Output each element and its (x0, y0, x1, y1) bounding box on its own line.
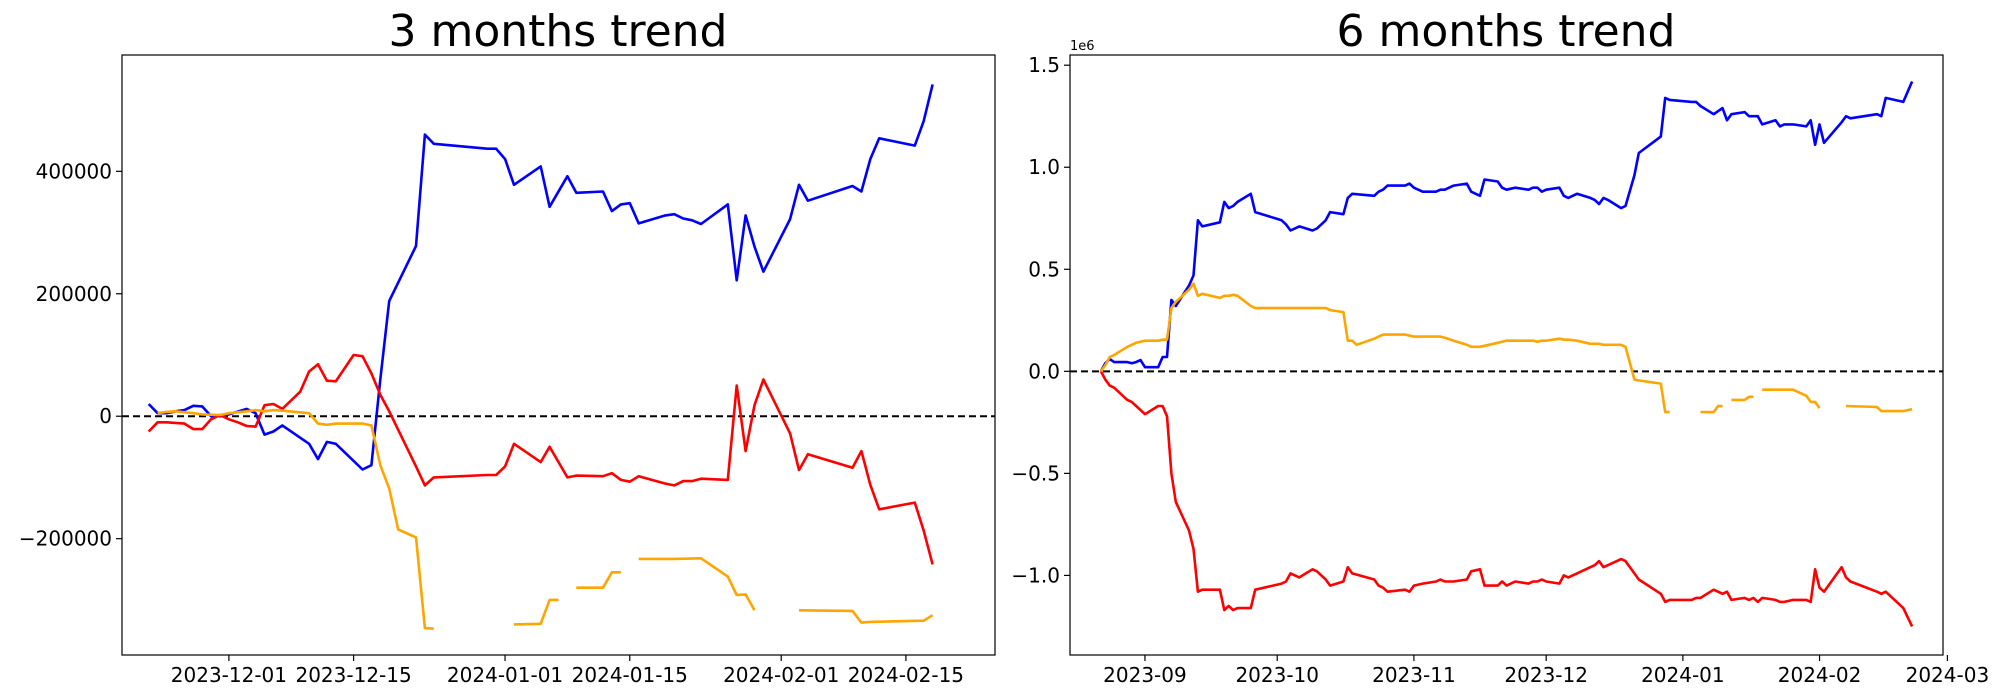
plot-area: 2023-09 2023-10 2023-11 2023-12 2024-01 2024-… (1011, 53, 1989, 687)
x-tick-label: 2024-01 (1641, 663, 1725, 687)
y-tick-label: 0.0 (1028, 359, 1060, 383)
x-tick-label: 2024-03 (1906, 663, 1990, 687)
x-tick-label: 2023-10 (1235, 663, 1319, 687)
series-line-2-segment-4 (1845, 404, 1913, 413)
axes-frame (121, 54, 996, 656)
x-tick-label: 2023-12 (1504, 663, 1588, 687)
axes-frame (1069, 54, 1944, 656)
series-line-2-segment-1 (513, 598, 559, 626)
series-line-2-segment-3 (1762, 388, 1821, 409)
x-tick-label: 2023-11 (1372, 663, 1456, 687)
series-line-2-segment-2 (576, 570, 621, 590)
y-tick-label: 200000 (36, 282, 112, 306)
x-ticks: 2023-12-01 2023-12-15 2024-01-01 2024-01-15… (171, 655, 964, 687)
x-tick-label: 2024-02-15 (848, 663, 964, 687)
series-line-2-segment-2 (1731, 395, 1754, 402)
chart-title: 6 months trend (1337, 6, 1676, 57)
x-tick-label: 2024-01-01 (447, 663, 563, 687)
y-tick-label: −200000 (19, 527, 112, 551)
data-layer (122, 84, 995, 630)
series-line-0-segment-0 (1099, 80, 1914, 372)
series-line-2-segment-0 (1099, 282, 1670, 414)
y-tick-label: 1.5 (1028, 53, 1060, 77)
x-tick-label: 2024-02-01 (723, 663, 839, 687)
y-tick-label: −1.0 (1011, 563, 1060, 587)
y-ticks: −1.0 −0.5 0.0 0.5 1.0 1.5 (1011, 53, 1070, 587)
y-ticks: −200000 0 200000 400000 (19, 159, 122, 551)
chart-title: 3 months trend (389, 6, 728, 57)
x-tick-label: 2024-01-15 (572, 663, 688, 687)
x-tick-label: 2024-02 (1778, 663, 1862, 687)
plot-area: 2023-12-01 2023-12-15 2024-01-01 2024-01-15… (19, 54, 996, 687)
y-offset-label: 1e6 (1070, 39, 1095, 54)
y-tick-label: 0 (99, 404, 112, 428)
series-line-2-segment-4 (798, 609, 934, 624)
data-layer (1070, 80, 1943, 627)
y-tick-label: 0.5 (1028, 257, 1060, 281)
y-tick-label: 400000 (36, 159, 112, 183)
series-line-1-segment-0 (147, 353, 934, 565)
y-tick-label: 1.0 (1028, 155, 1060, 179)
series-line-2-segment-1 (1700, 404, 1723, 414)
series-line-2-segment-3 (638, 556, 756, 611)
chart-6-months: 6 months trend 1e6 2023-09 2023-10 2023-11… (1011, 6, 1989, 687)
chart-3-months: 3 months trend 2023-12-01 2023-12-15 2024-… (19, 6, 996, 687)
x-tick-label: 2023-12-01 (171, 663, 287, 687)
x-tick-label: 2023-09 (1103, 663, 1187, 687)
x-ticks: 2023-09 2023-10 2023-11 2023-12 2024-01 2024-… (1103, 655, 1989, 687)
series-line-2-segment-0 (157, 408, 434, 630)
y-tick-label: −0.5 (1011, 461, 1060, 485)
series-line-1-segment-0 (1099, 370, 1914, 627)
x-tick-label: 2023-12-15 (295, 663, 411, 687)
